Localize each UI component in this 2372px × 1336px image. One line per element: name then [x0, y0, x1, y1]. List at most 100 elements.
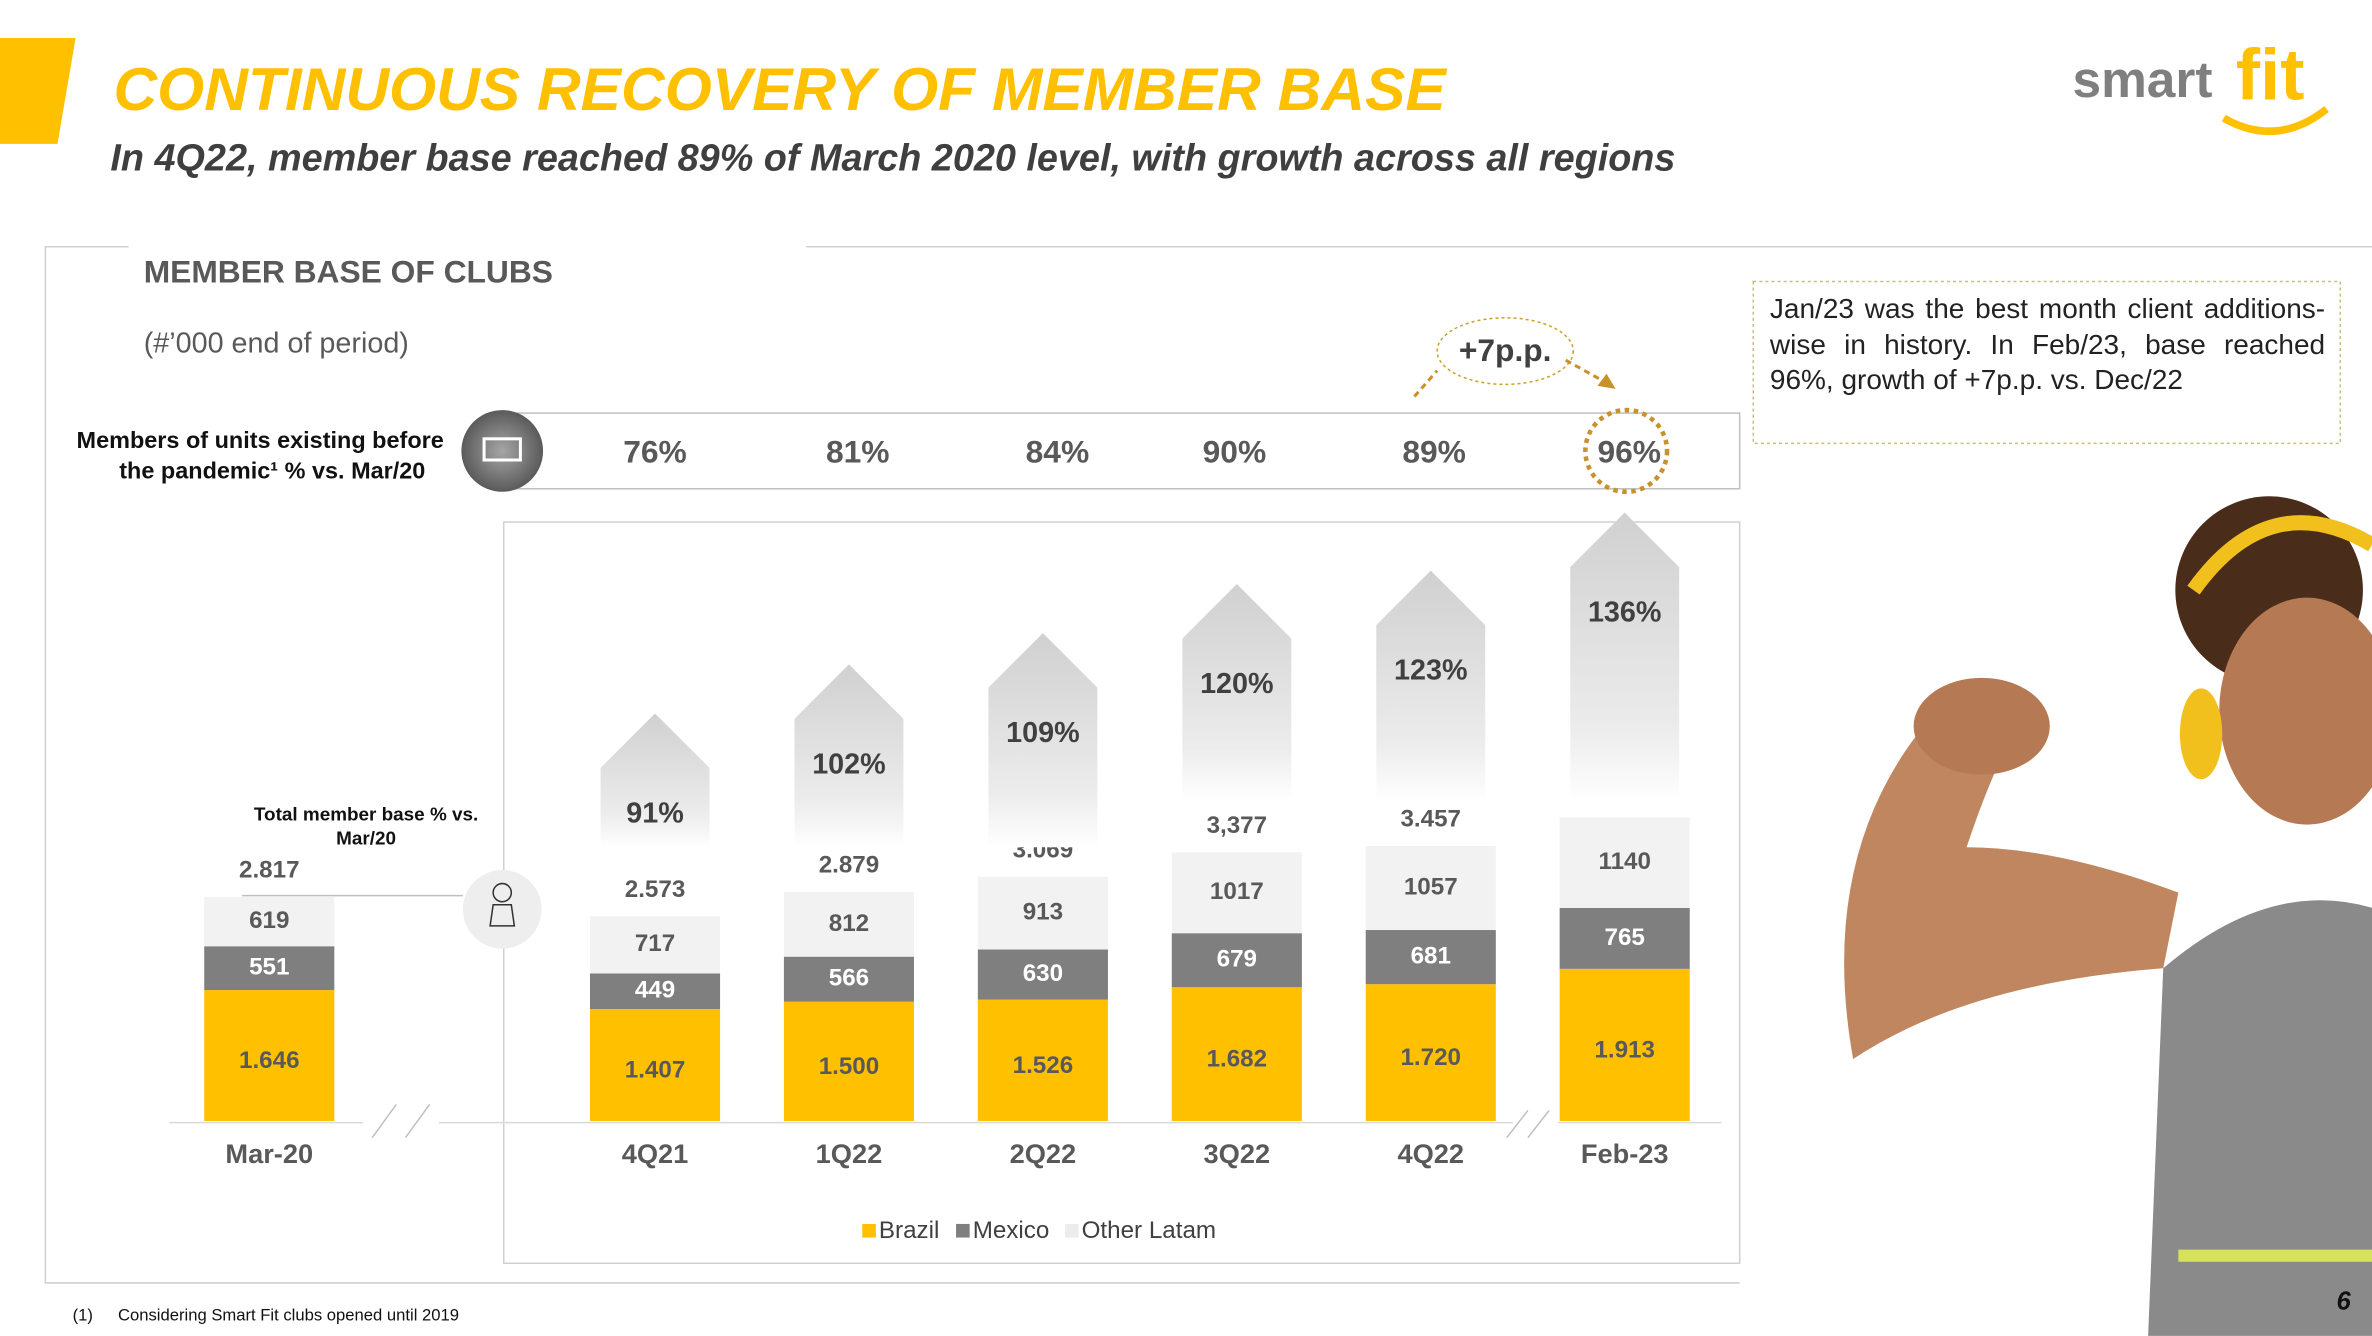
bar-segment [589, 1009, 721, 1122]
bar-segment [589, 973, 721, 1010]
value-label: 1.526 [1013, 1052, 1074, 1079]
axis-break [371, 1103, 1550, 1139]
x-tick-label: Feb-23 [1581, 1138, 1669, 1169]
frame [44, 245, 1740, 1284]
value-label: 679 [1217, 946, 1257, 973]
value-label: 717 [635, 930, 675, 957]
person [1844, 496, 2372, 1336]
value-label: 1.407 [625, 1057, 686, 1084]
bar-segment [977, 949, 1108, 1000]
pct-arrow [600, 713, 710, 848]
bar-segment [1171, 987, 1302, 1122]
row-pct-label: 90% [1203, 433, 1267, 469]
value-label: 551 [249, 954, 289, 981]
note: Jan/23 was the best month client additio… [1769, 292, 2326, 395]
bar-segment [1365, 984, 1496, 1122]
icon [462, 869, 542, 949]
value-label: 1017 [1210, 878, 1264, 905]
icon [492, 882, 513, 903]
bar-segment [204, 990, 335, 1122]
headphones [2179, 688, 2223, 780]
pct-arrow [1376, 570, 1486, 802]
face [2219, 597, 2372, 825]
x-tick-label: 4Q22 [1397, 1138, 1464, 1169]
legend-swatch [862, 1223, 876, 1238]
bar-segment [204, 946, 335, 991]
chart-box [502, 521, 1741, 1265]
bar-segment [1365, 930, 1496, 985]
value-label: 1.682 [1207, 1046, 1268, 1073]
legend-label: Brazil [879, 1217, 939, 1244]
row-pct-label: 84% [1026, 433, 1090, 469]
icon [461, 410, 544, 492]
bar-segment [204, 896, 335, 947]
logo-fit: fit [2236, 34, 2305, 115]
x-tick-label: 3Q22 [1204, 1138, 1271, 1169]
title: CONTINUOUS RECOVERY OF MEMBER BASE [113, 55, 1447, 123]
bar-segment [1559, 907, 1690, 969]
bar-segment [783, 1001, 915, 1122]
highlight-ring [1583, 407, 1670, 495]
legend-swatch [1064, 1223, 1079, 1238]
value-label: 913 [1023, 899, 1063, 926]
x-tick-label: Mar-20 [225, 1138, 313, 1169]
row-pct-label: 76% [623, 433, 687, 469]
bar-segment [1171, 852, 1302, 934]
bar-segment [1559, 968, 1690, 1122]
logo-smile [2221, 106, 2329, 136]
note-box [1752, 280, 2341, 445]
bar-segment [1365, 845, 1496, 931]
total-label: 3.457 [1400, 806, 1461, 833]
footnote: Considering Smart Fit clubs opened until… [118, 1306, 459, 1325]
value-label: 1.913 [1594, 1036, 1655, 1063]
value-label: 765 [1605, 924, 1645, 951]
callout: +7p.p. [1459, 332, 1552, 368]
page-number: 6 [2337, 1287, 2352, 1315]
value-label: 619 [249, 907, 289, 934]
subtitle: In 4Q22, member base reached 89% of Marc… [110, 137, 1675, 179]
callout-arrow [1413, 369, 1439, 398]
value-label: 1.500 [819, 1053, 880, 1080]
top [2148, 900, 2372, 1336]
callout-arrow [1597, 373, 1616, 389]
pct-arrow [988, 633, 1098, 848]
bar-segment [1559, 817, 1690, 908]
chart-subtitle: (#’000 end of period) [144, 328, 409, 360]
value-label: 449 [635, 977, 675, 1004]
total-label: 2.879 [819, 852, 880, 879]
value-label: 1140 [1598, 848, 1650, 875]
value-label: 812 [829, 910, 869, 937]
legend-label: Mexico [973, 1217, 1050, 1244]
pct-label: 102% [812, 748, 886, 780]
legend-swatch [956, 1223, 970, 1238]
value-label: 681 [1411, 943, 1451, 970]
bar-segment [589, 916, 721, 974]
icon [482, 437, 522, 462]
bar-segment [783, 956, 915, 1002]
value-label: 630 [1023, 960, 1063, 987]
total-label: Total member base % vs. [254, 804, 478, 825]
row-label: the pandemic¹ % vs. Mar/20 [119, 457, 425, 483]
callout-bubble [1436, 317, 1575, 386]
pct-label: 109% [1006, 717, 1079, 749]
x-tick-label: 4Q21 [622, 1138, 689, 1169]
pct-arrow [1182, 584, 1292, 802]
bar-segment [1171, 933, 1302, 988]
x-tick-label: 2Q22 [1010, 1138, 1077, 1169]
value-label: 1057 [1404, 873, 1458, 900]
bar-segment [977, 876, 1108, 950]
chart-title: MEMBER BASE OF CLUBS [144, 253, 553, 289]
footnote-marker: (1) [73, 1306, 93, 1325]
arm [1844, 711, 2179, 1060]
legend-label: Other Latam [1082, 1217, 1216, 1244]
value-label: 1.646 [239, 1047, 300, 1074]
icon [489, 903, 516, 927]
value-label: 1.720 [1400, 1044, 1461, 1071]
fist [1913, 677, 2050, 775]
bar-segment [977, 999, 1108, 1122]
row-pct-label: 89% [1402, 433, 1466, 469]
logo-smart: smart [2072, 50, 2212, 108]
bar-segment [783, 892, 915, 957]
